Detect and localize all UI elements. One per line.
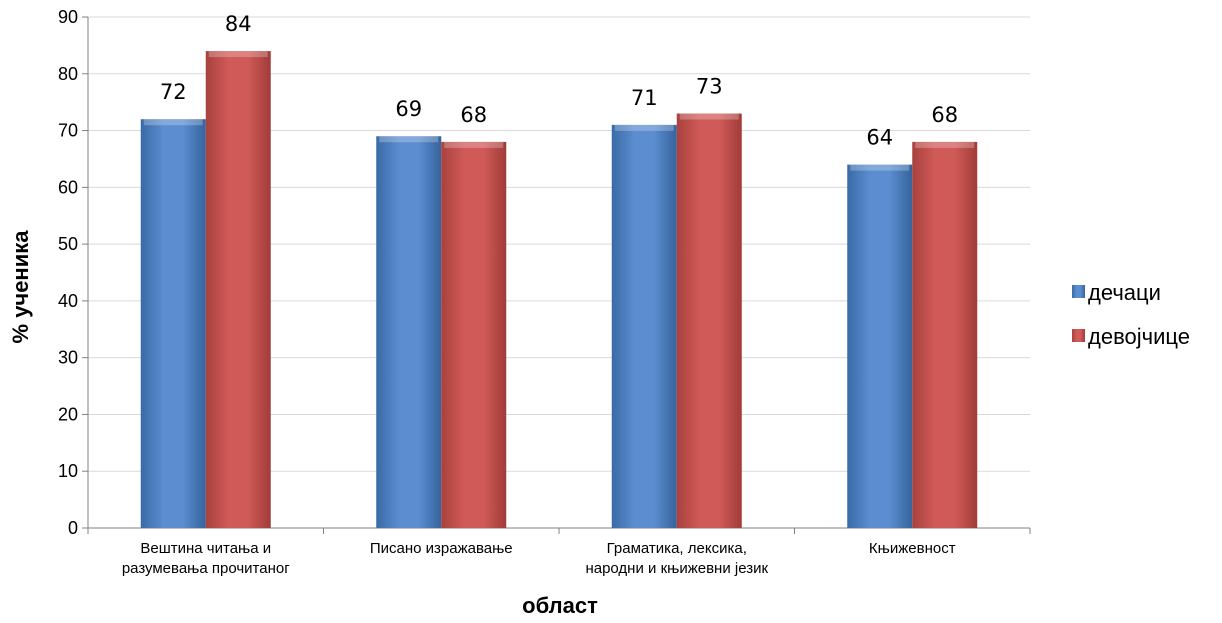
legend-label: дечаци	[1088, 280, 1161, 305]
bars	[140, 51, 978, 529]
x-tick-label: Граматика, лексика,	[607, 540, 747, 557]
bar-top-highlight	[444, 141, 504, 148]
y-tick-label: 70	[58, 121, 78, 141]
bar-top-highlight	[915, 141, 975, 148]
x-axis-title: област	[522, 593, 598, 618]
data-label: 69	[395, 97, 422, 121]
labels: 0 10 20 30 40 50 60 70 80 90 Вештина читања и разум…	[58, 7, 958, 577]
x-tick-label: Књижевност	[869, 540, 956, 557]
bar-boys	[376, 136, 442, 528]
y-tick-label: 90	[58, 7, 78, 27]
bar-top-highlight	[614, 124, 674, 131]
data-label: 64	[866, 126, 893, 150]
y-axis-title: % ученика	[8, 230, 33, 344]
y-tick-label: 10	[58, 461, 78, 481]
legend-swatch	[1072, 329, 1085, 342]
x-tick-label: Писано изражавање	[370, 540, 513, 557]
y-tick-label: 50	[58, 234, 78, 254]
bar-top-highlight	[850, 164, 910, 171]
bar-top-highlight	[379, 136, 439, 143]
bar-boys	[140, 119, 206, 528]
data-label: 68	[931, 103, 958, 127]
legend-swatch	[1072, 285, 1085, 298]
bar-boys	[611, 124, 677, 528]
bar-girls	[676, 113, 742, 529]
bar-top-highlight	[208, 51, 268, 58]
legend: дечаци девојчице	[1072, 280, 1190, 349]
y-tick-label: 20	[58, 404, 78, 424]
data-label: 72	[160, 80, 187, 104]
bar-girls	[205, 51, 271, 529]
data-label: 73	[696, 75, 723, 99]
x-tick-label: Вештина читања и	[140, 540, 271, 557]
data-label: 71	[631, 86, 658, 110]
bar-top-highlight	[143, 119, 203, 126]
x-tick-label: народни и књижевни језик	[585, 560, 768, 577]
x-tick-label: разумевања прочитаног	[122, 560, 290, 577]
y-tick-label: 40	[58, 291, 78, 311]
y-tick-label: 0	[68, 518, 78, 538]
data-label: 68	[460, 103, 487, 127]
bar-girls	[441, 141, 507, 528]
bar-top-highlight	[679, 113, 739, 120]
y-tick-label: 80	[58, 64, 78, 84]
legend-label: девојчице	[1088, 324, 1190, 349]
y-tick-label: 30	[58, 348, 78, 368]
y-tick-label: 60	[58, 177, 78, 197]
bar-boys	[847, 164, 913, 528]
data-label: 84	[225, 12, 252, 36]
bar-girls	[912, 141, 978, 528]
